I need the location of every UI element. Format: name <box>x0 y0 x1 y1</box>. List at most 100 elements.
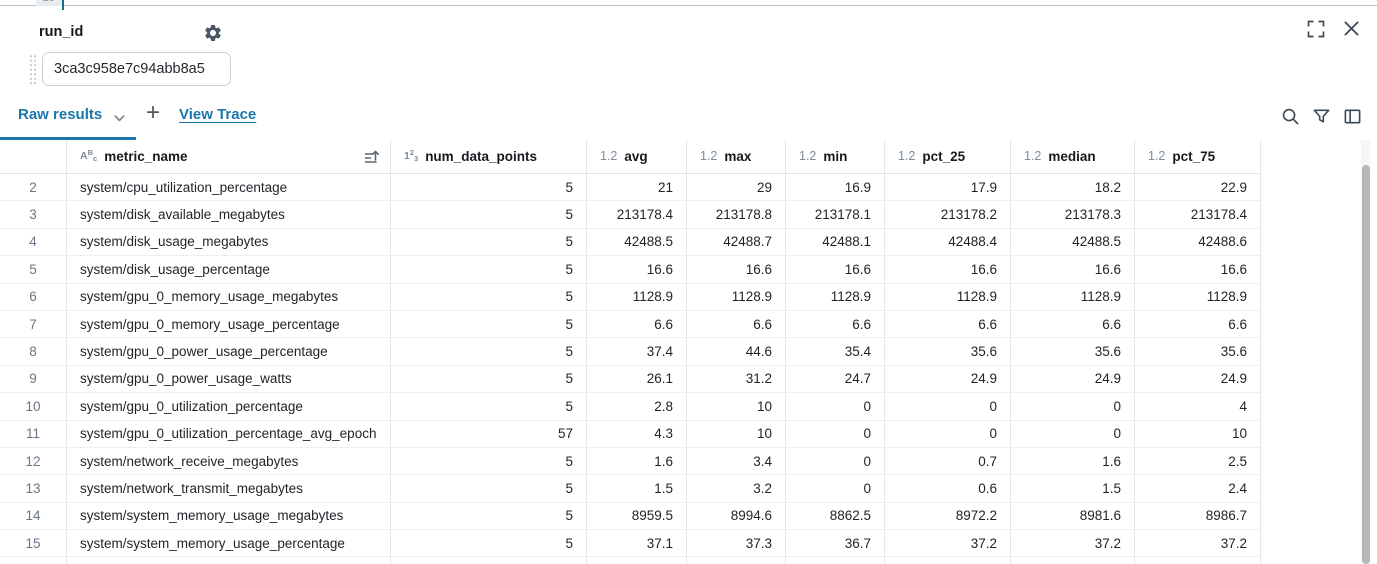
cell-min[interactable]: 16.9 <box>786 174 885 202</box>
tab-raw-results[interactable]: Raw results <box>18 106 103 123</box>
cell-num_data_points[interactable]: 5 <box>391 174 587 202</box>
cell-pct_75[interactable]: 35.6 <box>1135 338 1261 366</box>
cell-min[interactable]: 0 <box>786 393 885 421</box>
run-id-input[interactable] <box>42 52 231 86</box>
cell-max[interactable]: 10 <box>687 393 786 421</box>
cell-metric_name[interactable]: system/system_memory_usage_percentage <box>67 530 391 558</box>
cell-metric_name[interactable]: system/disk_usage_percentage <box>67 256 391 284</box>
table-row[interactable]: 8 system/gpu_0_power_usage_percentage 5 37.… <box>0 338 1377 366</box>
cell-row_num[interactable]: 13 <box>0 475 67 503</box>
cell-min[interactable]: 8862.5 <box>786 502 885 531</box>
cell-min[interactable]: 36.7 <box>786 530 885 558</box>
cell-avg[interactable]: 26.1 <box>587 365 687 394</box>
cell-max[interactable]: 16.6 <box>687 256 786 284</box>
cell-median[interactable]: 0 <box>1011 420 1135 448</box>
cell-min[interactable]: 213178.1 <box>786 201 885 229</box>
cell-avg[interactable]: 1128.9 <box>587 283 687 311</box>
table-row[interactable]: 4 system/disk_usage_megabytes 5 42488.5 4248… <box>0 228 1377 257</box>
cell-min[interactable]: 1128.9 <box>786 283 885 311</box>
table-row[interactable]: 5 system/disk_usage_percentage 5 16.6 16.6 16… <box>0 256 1377 284</box>
cell-min[interactable]: 35.4 <box>786 338 885 366</box>
cell-pct_25[interactable]: 17.9 <box>885 174 1011 202</box>
cell-avg[interactable]: 21 <box>587 174 687 202</box>
cell-max[interactable]: 29 <box>687 174 786 202</box>
table-row[interactable]: 6 system/gpu_0_memory_usage_megabytes 5 112… <box>0 283 1377 311</box>
cell-num_data_points[interactable]: 5 <box>391 475 587 503</box>
cell-median[interactable]: 1128.9 <box>1011 283 1135 311</box>
cell-metric_name[interactable]: system/gpu_0_memory_usage_megabytes <box>67 283 391 311</box>
cell-median[interactable]: 1.6 <box>1011 447 1135 476</box>
cell-median[interactable]: 6.6 <box>1011 310 1135 339</box>
cell-num_data_points[interactable]: 5 <box>391 256 587 284</box>
cell-max[interactable]: 1128.9 <box>687 283 786 311</box>
cell-min[interactable]: 16.6 <box>786 256 885 284</box>
cell-median[interactable]: 18.2 <box>1011 174 1135 202</box>
cell-row_num[interactable]: 6 <box>0 283 67 311</box>
cell-pct_75[interactable]: 4 <box>1135 393 1261 421</box>
cell-row_num[interactable]: 4 <box>0 228 67 257</box>
cell-median[interactable]: 0 <box>1011 393 1135 421</box>
cell-metric_name[interactable]: system/gpu_0_power_usage_percentage <box>67 338 391 366</box>
cell-num_data_points[interactable]: 5 <box>391 365 587 394</box>
cell-max[interactable]: 37.3 <box>687 530 786 558</box>
cell-row_num[interactable]: 2 <box>0 174 67 202</box>
cell-median[interactable]: 16.6 <box>1011 256 1135 284</box>
vertical-scrollbar-track[interactable] <box>1361 140 1370 564</box>
header-pct-25[interactable]: 1.2 pct_25 <box>885 140 1011 174</box>
table-row[interactable]: 15 system/system_memory_usage_percentage 5… <box>0 530 1377 558</box>
add-tab-button[interactable]: + <box>146 99 161 126</box>
cell-avg[interactable]: 16.6 <box>587 256 687 284</box>
cell-metric_name[interactable]: system/gpu_0_utilization_percentage <box>67 393 391 421</box>
cell-num_data_points[interactable]: 5 <box>391 530 587 558</box>
cell-median[interactable]: 8981.6 <box>1011 502 1135 531</box>
cell-num_data_points[interactable]: 5 <box>391 393 587 421</box>
cell-num_data_points[interactable]: 5 <box>391 228 587 257</box>
cell-pct_25[interactable]: 6.6 <box>885 310 1011 339</box>
cell-pct_25[interactable]: 0.6 <box>885 475 1011 503</box>
header-min[interactable]: 1.2 min <box>786 140 885 174</box>
cell-avg[interactable]: 37.1 <box>587 530 687 558</box>
cell-pct_25[interactable]: 0 <box>885 420 1011 448</box>
cell-pct_75[interactable]: 6.6 <box>1135 310 1261 339</box>
cell-median[interactable]: 42488.5 <box>1011 228 1135 257</box>
cell-pct_25[interactable]: 24.9 <box>885 365 1011 394</box>
cell-max[interactable]: 31.2 <box>687 365 786 394</box>
header-max[interactable]: 1.2 max <box>687 140 786 174</box>
cell-metric_name[interactable]: system/network_transmit_megabytes <box>67 475 391 503</box>
cell-avg[interactable]: 8959.5 <box>587 502 687 531</box>
cell-avg[interactable]: 6.6 <box>587 310 687 339</box>
cell-pct_75[interactable]: 2.4 <box>1135 475 1261 503</box>
cell-avg[interactable]: 42488.5 <box>587 228 687 257</box>
cell-pct_75[interactable]: 2.5 <box>1135 447 1261 476</box>
cell-max[interactable]: 3.2 <box>687 475 786 503</box>
cell-pct_75[interactable]: 213178.4 <box>1135 201 1261 229</box>
table-row[interactable]: 12 system/network_receive_megabytes 5 1.6 3.… <box>0 447 1377 476</box>
cell-pct_75[interactable]: 22.9 <box>1135 174 1261 202</box>
cell-metric_name[interactable]: system/cpu_utilization_percentage <box>67 174 391 202</box>
filter-icon[interactable] <box>1312 107 1331 126</box>
cell-row_num[interactable]: 8 <box>0 338 67 366</box>
cell-row_num[interactable]: 11 <box>0 420 67 448</box>
cell-row_num[interactable]: 7 <box>0 310 67 339</box>
gear-icon[interactable] <box>203 23 223 43</box>
cell-pct_75[interactable]: 37.2 <box>1135 530 1261 558</box>
cell-num_data_points[interactable]: 5 <box>391 447 587 476</box>
table-row[interactable]: 9 system/gpu_0_power_usage_watts 5 26.1 31.2… <box>0 365 1377 394</box>
close-icon[interactable] <box>1341 18 1362 39</box>
cell-max[interactable]: 6.6 <box>687 310 786 339</box>
table-row[interactable]: 14 system/system_memory_usage_megabytes 5 8… <box>0 502 1377 531</box>
cell-metric_name[interactable]: system/gpu_0_memory_usage_percentage <box>67 310 391 339</box>
vertical-scrollbar-thumb[interactable] <box>1361 165 1370 564</box>
cell-min[interactable]: 0 <box>786 447 885 476</box>
cell-pct_25[interactable]: 1128.9 <box>885 283 1011 311</box>
cell-pct_25[interactable]: 35.6 <box>885 338 1011 366</box>
cell-median[interactable]: 1.5 <box>1011 475 1135 503</box>
cell-avg[interactable]: 37.4 <box>587 338 687 366</box>
cell-pct_25[interactable]: 8972.2 <box>885 502 1011 531</box>
table-row[interactable]: 7 system/gpu_0_memory_usage_percentage 5 6.… <box>0 310 1377 339</box>
cell-row_num[interactable]: 10 <box>0 393 67 421</box>
view-trace-link[interactable]: View Trace <box>179 106 257 123</box>
cell-avg[interactable]: 1.6 <box>587 447 687 476</box>
